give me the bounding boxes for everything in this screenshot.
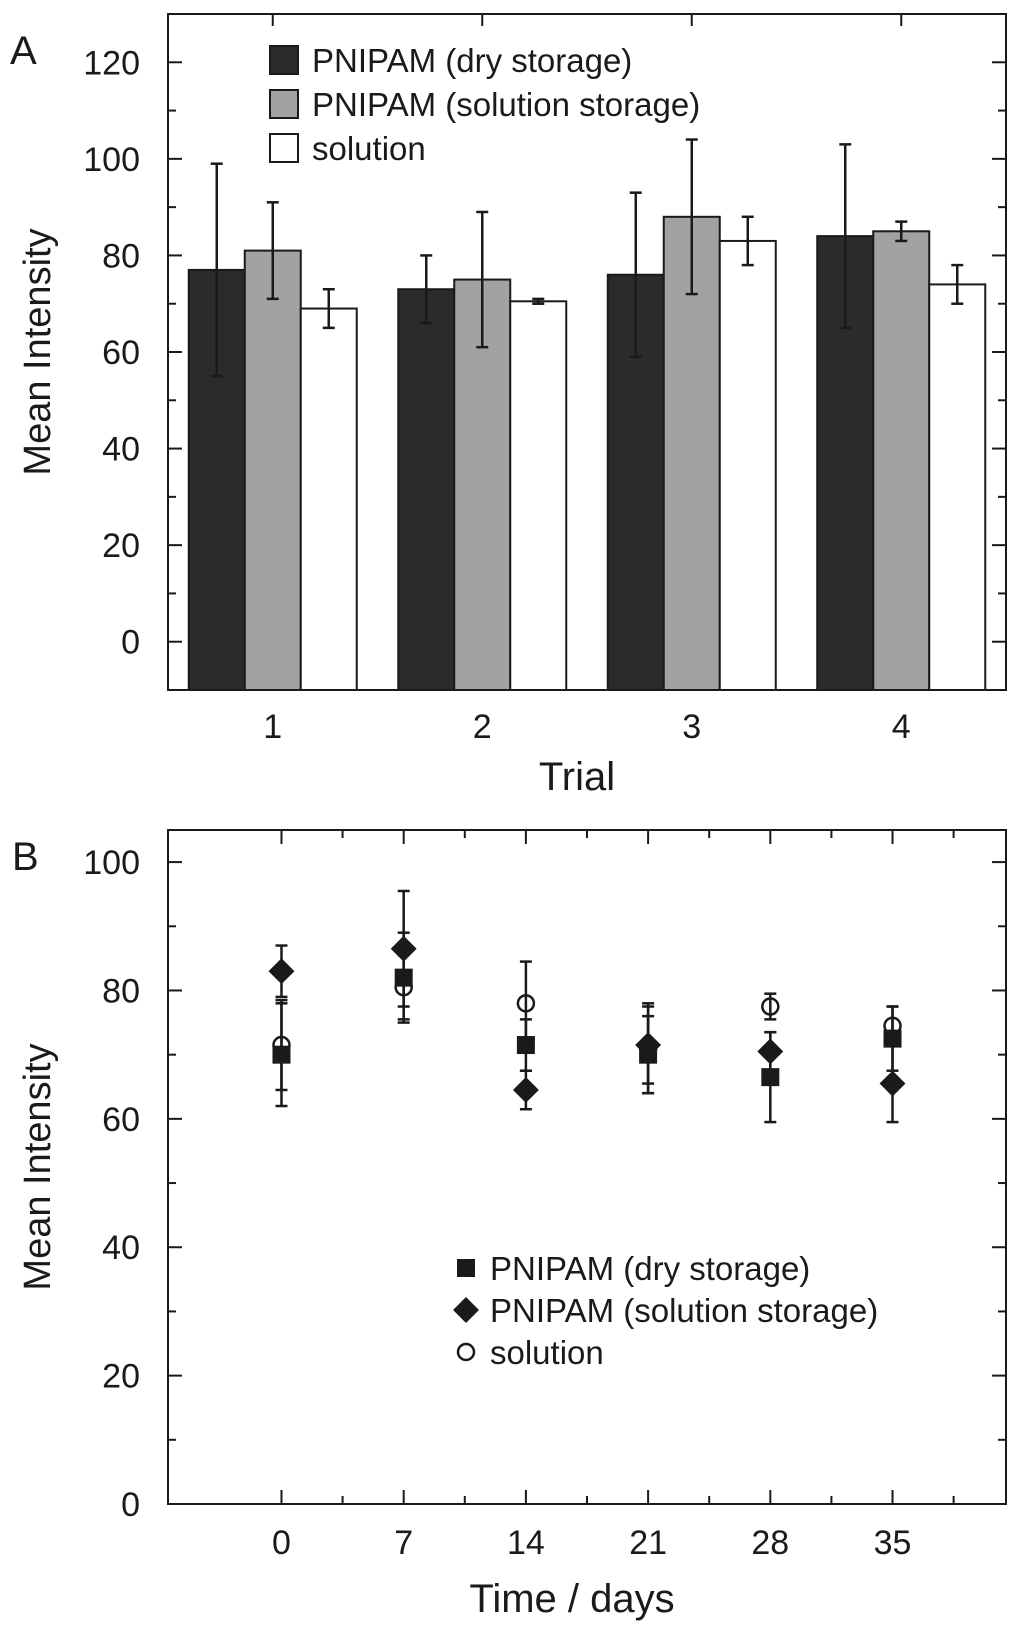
point-b-diamond-day-7 bbox=[390, 935, 417, 962]
y-tick-label-a: 80 bbox=[102, 237, 140, 275]
bar-a-trial-2-series-2 bbox=[509, 300, 568, 691]
x-tick-label-a: 1 bbox=[263, 708, 282, 746]
y-tick-label-a: 20 bbox=[102, 527, 140, 565]
panel-a: A 0 20 40 60 80 100 120 1 2 3 4 Trial Mean Intensity P… bbox=[10, 13, 1007, 799]
point-b-diamond-day-35 bbox=[879, 1070, 906, 1097]
point-b-square-day-14 bbox=[516, 1036, 535, 1055]
x-tick-label-b: 7 bbox=[394, 1524, 413, 1562]
legend-label-a: PNIPAM (dry storage) bbox=[312, 42, 632, 79]
y-tick-label-b: 20 bbox=[102, 1358, 140, 1396]
x-tick-label-b: 14 bbox=[507, 1524, 545, 1562]
x-axis-title-b: Time / days bbox=[469, 1577, 674, 1621]
x-tick-label-a: 3 bbox=[682, 708, 701, 746]
y-axis-title-a: Mean Intensity bbox=[17, 228, 59, 475]
legend-swatch-a bbox=[269, 89, 299, 119]
point-b-circle-day-0 bbox=[272, 1035, 291, 1055]
legend-label-a: PNIPAM (solution storage) bbox=[312, 86, 700, 123]
legend-label-b: PNIPAM (solution storage) bbox=[490, 1292, 878, 1329]
bar-a-trial-4-series-2 bbox=[928, 283, 987, 691]
panel-b: B 0 20 40 60 80 100 0 7 14 21 28 35 Time / days Mean I… bbox=[12, 829, 1007, 1621]
x-tick-label-b: 0 bbox=[272, 1524, 291, 1562]
y-tick-label-a: 60 bbox=[102, 334, 140, 372]
y-axis-title-b: Mean Intensity bbox=[17, 1043, 59, 1290]
y-tick-label-b: 80 bbox=[102, 972, 140, 1010]
point-b-diamond-day-14 bbox=[512, 1077, 539, 1103]
x-axis-title-a: Trial bbox=[539, 755, 615, 799]
panel-label-a: A bbox=[10, 29, 37, 73]
y-tick-label-a: 0 bbox=[121, 624, 140, 662]
point-b-circle-day-14 bbox=[516, 994, 536, 1013]
bar-a-trial-1-series-2 bbox=[299, 307, 358, 691]
plot-frame-b bbox=[167, 829, 1007, 1505]
point-b-diamond-day-28 bbox=[757, 1038, 784, 1065]
bar-a-trial-2-series-0 bbox=[397, 288, 456, 691]
point-b-square-day-28 bbox=[761, 1068, 780, 1087]
x-tick-label-a: 2 bbox=[473, 708, 492, 746]
legend-label-b: solution bbox=[490, 1334, 604, 1371]
x-tick-label-b: 35 bbox=[874, 1524, 912, 1562]
point-b-square-day-35 bbox=[883, 1029, 902, 1048]
point-b-diamond-day-0 bbox=[268, 958, 295, 985]
bar-a-trial-4-series-1 bbox=[872, 230, 931, 692]
panel-label-b: B bbox=[12, 835, 39, 879]
x-tick-label-b: 21 bbox=[629, 1524, 667, 1562]
legend-label-a: solution bbox=[312, 130, 426, 167]
legend-marker-b bbox=[453, 1297, 479, 1323]
y-tick-label-b: 40 bbox=[102, 1229, 140, 1267]
y-tick-label-a: 100 bbox=[83, 141, 140, 179]
legend-label-b: PNIPAM (dry storage) bbox=[490, 1250, 810, 1287]
x-tick-label-b: 28 bbox=[751, 1524, 789, 1562]
y-tick-label-b: 100 bbox=[83, 844, 140, 882]
bar-a-trial-3-series-2 bbox=[718, 239, 777, 691]
y-tick-label-a: 120 bbox=[83, 44, 140, 82]
y-tick-label-a: 40 bbox=[102, 431, 140, 469]
point-b-circle-day-28 bbox=[761, 997, 780, 1016]
point-b-circle-day-35 bbox=[883, 1016, 902, 1036]
y-tick-label-b: 60 bbox=[102, 1101, 140, 1139]
legend-swatch-a bbox=[269, 45, 299, 75]
legend-swatch-a bbox=[269, 133, 299, 163]
x-tick-label-a: 4 bbox=[892, 708, 911, 746]
point-b-circle-day-21 bbox=[638, 1038, 658, 1058]
y-tick-label-b: 0 bbox=[121, 1486, 140, 1524]
legend-marker-b bbox=[456, 1342, 476, 1362]
point-b-diamond-day-21 bbox=[635, 1032, 662, 1058]
legend-marker-b bbox=[457, 1259, 475, 1277]
bar-a-trial-1-series-1 bbox=[243, 249, 302, 691]
point-b-circle-day-7 bbox=[394, 978, 413, 997]
bar-a-trial-3-series-1 bbox=[662, 215, 721, 692]
